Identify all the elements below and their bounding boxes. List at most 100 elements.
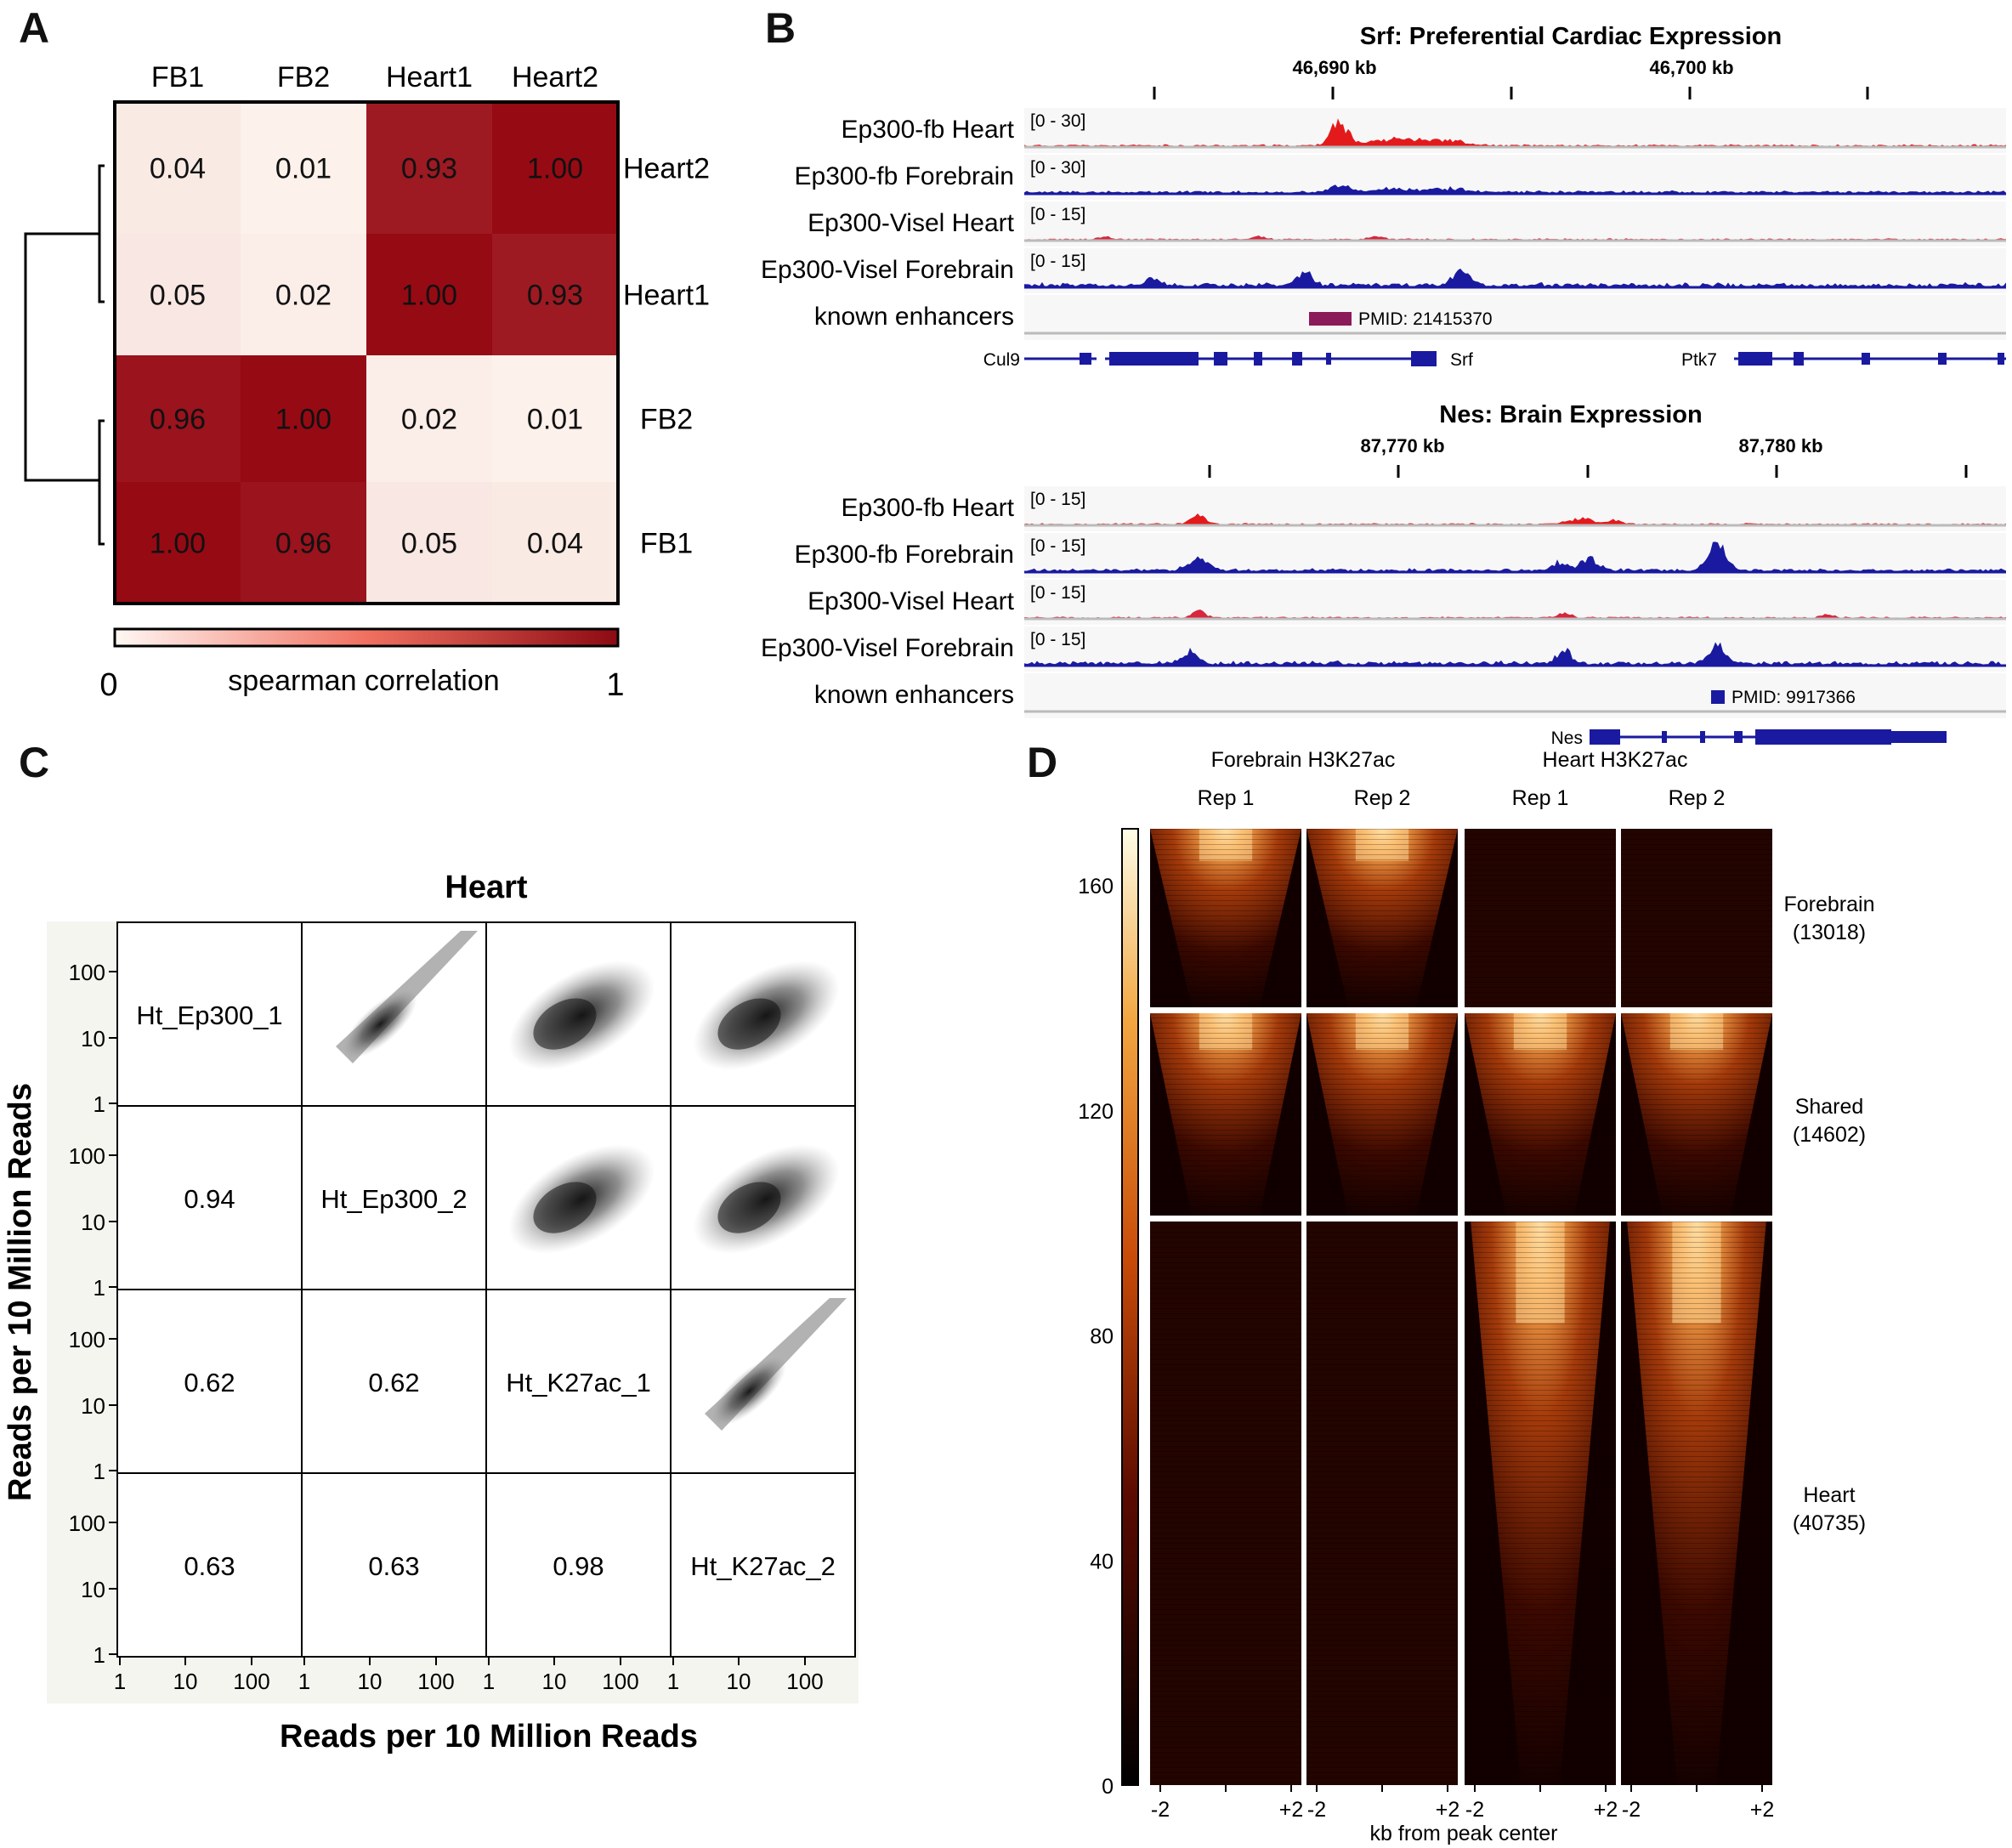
heatmap-cell-value: 0.05 [150,280,206,312]
coord-label: 46,700 kb [1649,57,1733,78]
diag-label: Ht_K27ac_2 [690,1551,836,1581]
x-tick-label: 10 [542,1669,567,1694]
track-range: [0 - 15] [1030,583,1085,603]
heatmap-cell [492,234,618,355]
signal-track [1024,184,2006,193]
x-tick-label: 10 [358,1669,383,1694]
group-header: Forebrain H3K27ac [1211,748,1396,772]
correlation-value: 0.63 [368,1551,419,1581]
heatmap-cell [241,355,366,482]
heatmap-cell-value: 0.02 [401,404,457,436]
scatter-density [712,1357,786,1426]
scatter-density [717,998,781,1050]
gene-exon [1700,731,1705,743]
y-tick-label: 100 [69,1327,105,1352]
track-label: known enhancers [814,303,1014,331]
x-tick-label: 10 [727,1669,751,1694]
heatmap-cell-value: 0.93 [401,153,457,185]
gene-exon [1080,353,1091,365]
y-tick-label: 100 [69,1511,105,1536]
colorbar-tick-label: 80 [1090,1325,1114,1349]
heatmap-row-texture [1306,1222,1458,1785]
col-label-fb2: FB2 [277,61,330,94]
track-label: Ep300-fb Forebrain [795,162,1015,190]
row-group-name: Shared [1795,1095,1864,1119]
gene-exon [1998,353,2004,365]
heatmap-cell-value: 0.04 [150,153,206,185]
row-label-heart2: Heart2 [623,153,710,185]
panel-letter-c: C [19,739,50,786]
y-tick-label: 1 [94,1459,105,1484]
heatmap-cell-value: 1.00 [401,280,457,312]
panel-c-title: Heart [445,870,527,905]
gene-exon [1755,729,1891,745]
correlation-value: 0.94 [184,1184,235,1214]
heatmap-cell [366,355,492,482]
gene-exon [1938,353,1947,365]
track-label: Ep300-Visel Forebrain [761,256,1014,284]
track-range: [0 - 15] [1030,252,1085,271]
locus-title: Srf: Preferential Cardiac Expression [1360,23,1782,50]
scatter-density [717,1182,781,1233]
gene-exon [1738,352,1772,366]
enhancer-pmid: PMID: 21415370 [1358,309,1493,329]
x-tick-label: -2 [1151,1798,1170,1822]
track-label: Ep300-Visel Forebrain [761,634,1014,662]
y-tick-label: 10 [81,1393,105,1419]
heatmap-row-texture [1306,1013,1458,1216]
x-tick-label: -2 [1465,1798,1484,1822]
row-label-fb1: FB1 [640,528,693,560]
x-tick-label: 10 [173,1669,198,1694]
panel-c-ylabel: Reads per 10 Million Reads [3,1083,38,1501]
heatmap-cell-value: 0.01 [275,153,332,185]
heatmap-cell-value: 1.00 [275,404,332,436]
scatter-cell [485,1472,672,1658]
track-label: known enhancers [814,681,1014,709]
enhancer-pmid: PMID: 9917366 [1731,688,1856,707]
x-tick-label: +2 [1279,1798,1304,1822]
panel-a-correlation-heatmap: FB1 FB2 Heart1 Heart2 Heart2 Heart1 FB2 FB1 0.… [24,61,710,703]
panel-letter-b: B [765,4,796,52]
heatmap-cell [492,482,618,604]
heatmap-cell [115,102,241,234]
gene-exon [1326,353,1331,365]
correlation-value: 0.98 [553,1551,604,1581]
scatter-density [343,989,417,1058]
x-tick-label: -2 [1307,1798,1326,1822]
panel-c-scatter-matrix: Heart Ht_Ep300_1 0.94 Ht_Ep300_2 0.62 0.62 Ht… [3,870,859,1754]
x-tick-label: 100 [233,1669,269,1694]
heatmap-row-texture [1150,1222,1301,1785]
heatmap-cell-value: 1.00 [527,153,583,185]
heatmap-cell [366,234,492,355]
rep-header: Rep 2 [1354,786,1411,810]
heatmap-cell [492,102,618,234]
dendrogram [24,164,105,546]
panel-b-genome-tracks: Srf: Preferential Cardiac Expression 46,6… [761,23,2006,748]
heatmap-row-texture [1465,1222,1616,1785]
scatter-cell [670,1472,856,1658]
track-label: Ep300-Visel Heart [808,587,1015,615]
heatmap-cell [241,102,366,234]
heatmap-cell [366,482,492,604]
row-group-name: Forebrain [1784,893,1875,916]
colorbar-max: 1 [606,667,624,703]
diag-label: Ht_K27ac_1 [506,1368,651,1397]
heatmap-cell-value: 0.96 [150,404,206,436]
diag-label: Ht_Ep300_2 [320,1184,467,1214]
gene-exon [1862,353,1870,365]
scatter-cell [116,1289,303,1474]
gene-exon [1214,352,1227,366]
correlation-value: 0.62 [368,1368,419,1397]
col-label-fb1: FB1 [151,61,204,94]
track-label: Ep300-fb Forebrain [795,541,1015,569]
track-range: [0 - 15] [1030,205,1085,224]
colorbar-tick-label: 40 [1090,1550,1114,1573]
gene-exon [1411,351,1437,366]
known-enhancer [1309,312,1352,326]
col-label-heart1: Heart1 [386,61,473,94]
gene-exon [1662,731,1667,743]
gene-exon [1590,729,1620,745]
x-tick-label: +2 [1750,1798,1775,1822]
colorbar-label: spearman correlation [228,665,499,697]
gene-exon [1891,731,1947,743]
